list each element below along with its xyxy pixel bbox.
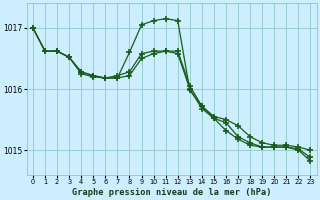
X-axis label: Graphe pression niveau de la mer (hPa): Graphe pression niveau de la mer (hPa) <box>72 188 271 197</box>
